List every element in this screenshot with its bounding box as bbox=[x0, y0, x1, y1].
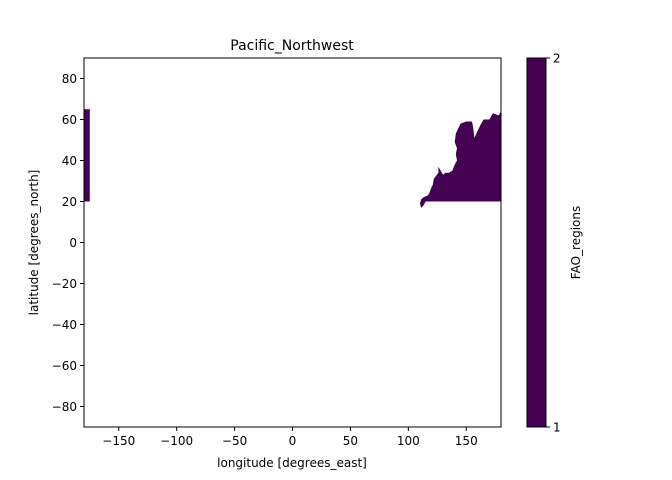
region-east bbox=[419, 111, 501, 208]
x-tick-label: 0 bbox=[289, 434, 297, 448]
colorbar-frame bbox=[526, 57, 547, 428]
colorbar: 12 FAO_regions bbox=[526, 52, 583, 435]
y-tick-label: 60 bbox=[62, 113, 77, 127]
y-tick-label: 80 bbox=[62, 72, 77, 86]
y-axis: −80 −60 −40 −20 0 20 40 60 80 bbox=[52, 72, 84, 414]
colorbar-tick-label: 2 bbox=[553, 52, 561, 66]
x-tick-label: 100 bbox=[397, 434, 420, 448]
colorbar-fill bbox=[527, 58, 546, 427]
y-tick-label: −20 bbox=[52, 277, 77, 291]
y-tick-label: −40 bbox=[52, 318, 77, 332]
colorbar-ticks: 12 bbox=[546, 52, 561, 435]
x-tick-label: −100 bbox=[160, 434, 193, 448]
plot-area bbox=[83, 57, 502, 428]
y-axis-label: latitude [degrees_north] bbox=[27, 170, 41, 316]
y-tick-label: 40 bbox=[62, 154, 77, 168]
x-tick-label: −50 bbox=[222, 434, 247, 448]
chart-title: Pacific_Northwest bbox=[230, 38, 354, 54]
y-tick-label: −60 bbox=[52, 359, 77, 373]
regions-layer bbox=[84, 109, 501, 208]
y-tick-label: −80 bbox=[52, 400, 77, 414]
y-tick-label: 20 bbox=[62, 195, 77, 209]
x-axis-label: longitude [degrees_east] bbox=[217, 456, 367, 470]
colorbar-tick-label: 1 bbox=[553, 421, 561, 435]
x-axis: −150 −100 −50 0 50 100 150 bbox=[102, 427, 478, 448]
x-tick-label: 150 bbox=[455, 434, 478, 448]
region-west bbox=[84, 109, 90, 202]
x-tick-label: 50 bbox=[343, 434, 358, 448]
colorbar-label: FAO_regions bbox=[569, 206, 583, 279]
y-tick-label: 0 bbox=[69, 236, 77, 250]
x-tick-label: −150 bbox=[102, 434, 135, 448]
